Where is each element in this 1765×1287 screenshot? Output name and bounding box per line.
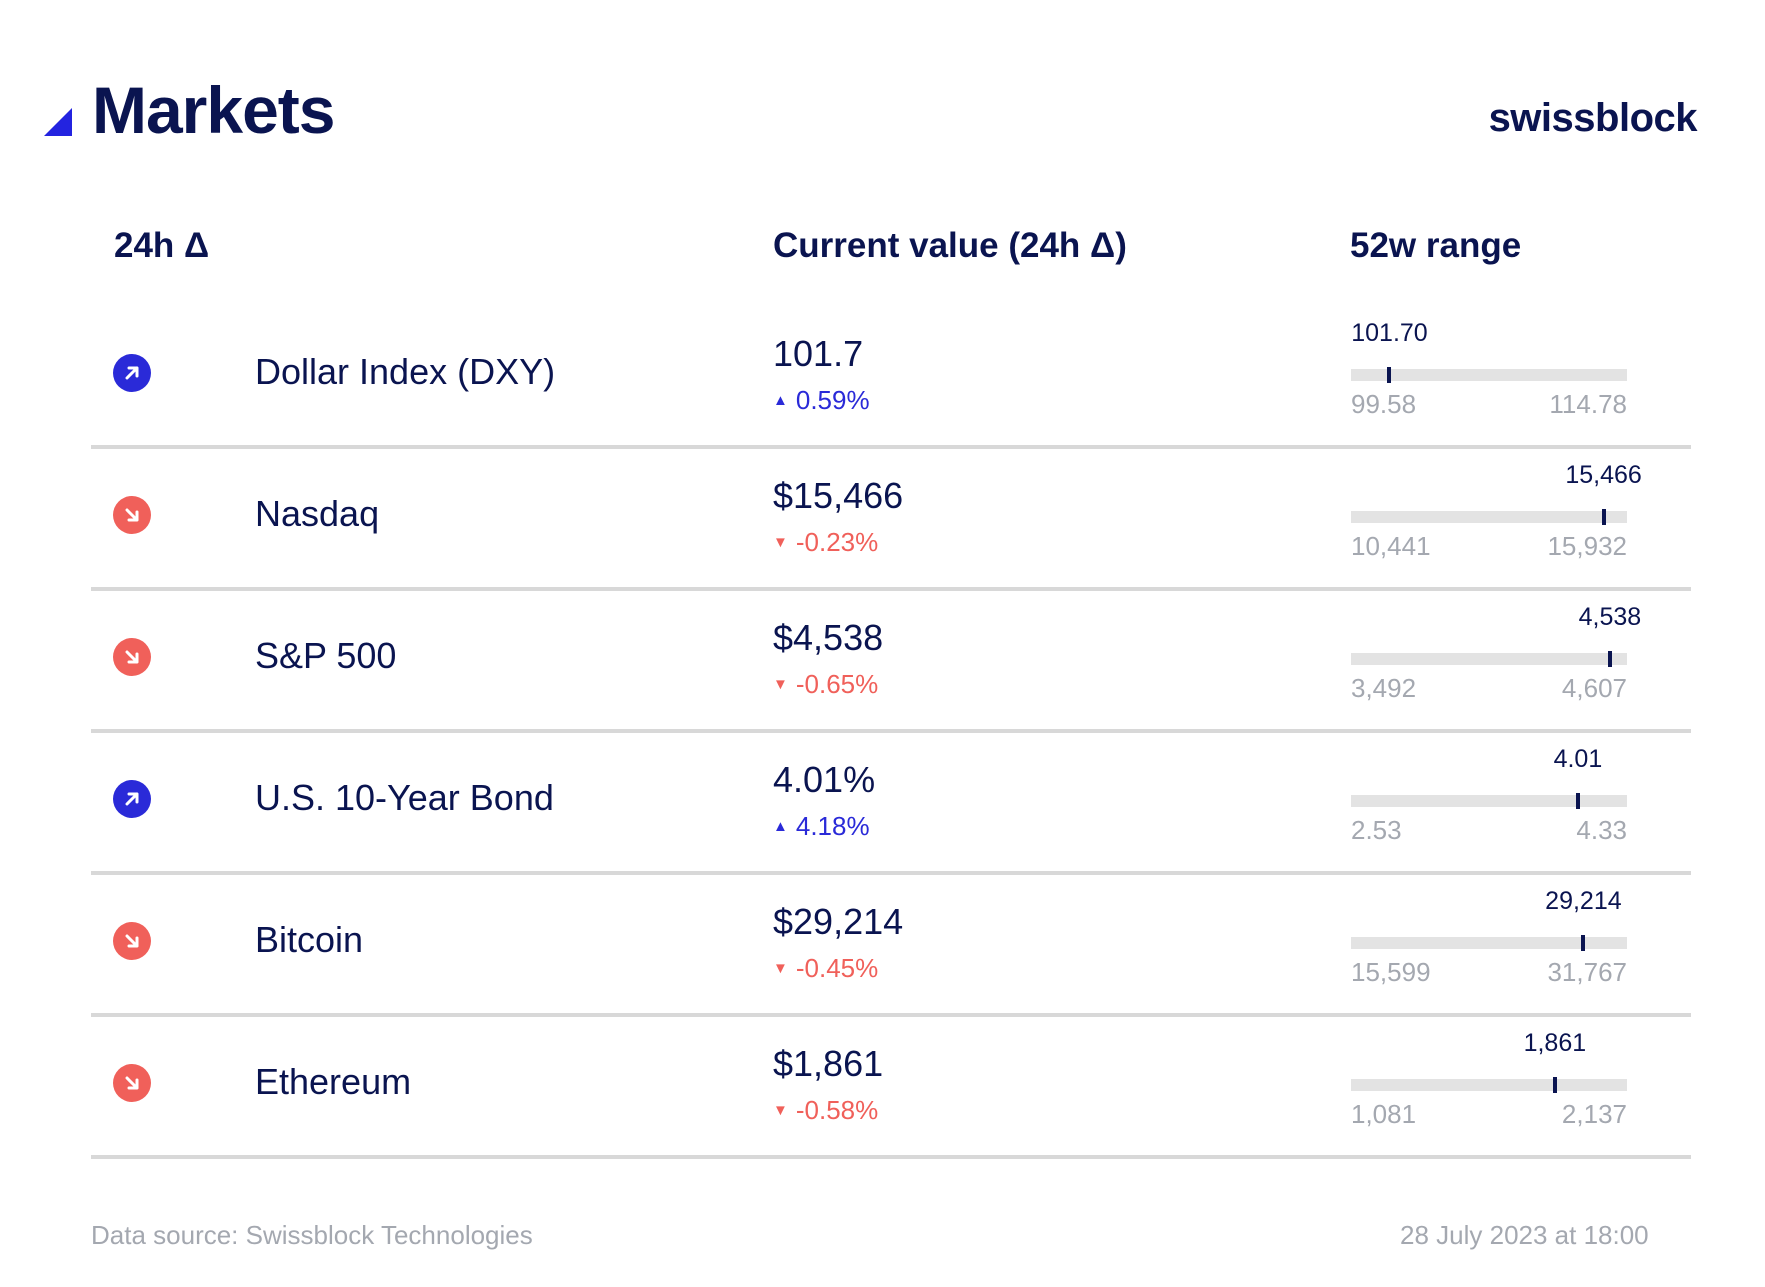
change-percent: ▼ -0.58% <box>773 1095 878 1126</box>
table-row: Ethereum $1,861 ▼ -0.58% 1,861 1,081 2,137 <box>91 1017 1691 1159</box>
range-marker <box>1552 1077 1557 1093</box>
column-header-value: Current value (24h Δ) <box>773 226 1127 265</box>
table-row: U.S. 10-Year Bond 4.01% ▲ 4.18% 4.01 2.53 4.33 <box>91 733 1691 875</box>
range-current-label: 15,466 <box>1565 461 1642 489</box>
table-row: Nasdaq $15,466 ▼ -0.23% 15,466 10,441 15,932 <box>91 449 1691 591</box>
current-value: 4.01% <box>773 759 876 800</box>
column-header-range: 52w range <box>1350 226 1522 265</box>
range-52w: 29,214 15,599 31,767 <box>1351 875 1627 1009</box>
range-52w: 4,538 3,492 4,607 <box>1351 591 1641 725</box>
asset-name: U.S. 10-Year Bond <box>255 777 554 818</box>
arrow-down-right-icon <box>113 1064 151 1102</box>
range-current-label: 29,214 <box>1545 887 1622 915</box>
change-value: -0.23% <box>795 527 879 557</box>
asset-name: Nasdaq <box>255 493 380 534</box>
range-max-label: 15,932 <box>1547 531 1627 561</box>
arrow-down-right-icon <box>113 922 151 960</box>
column-header-delta: 24h Δ <box>114 226 210 265</box>
range-max-label: 4,607 <box>1561 673 1627 703</box>
triangle-up-icon: ▲ <box>773 392 788 409</box>
range-min-label: 99.58 <box>1351 389 1417 419</box>
asset-name: S&P 500 <box>255 635 397 676</box>
title-triangle-icon <box>44 108 72 136</box>
page-title: Markets <box>92 73 335 147</box>
table-row: Dollar Index (DXY) 101.7 ▲ 0.59% 101.70 99.58… <box>91 307 1691 449</box>
current-value: $1,861 <box>773 1043 884 1084</box>
range-current-label: 1,861 <box>1523 1029 1587 1057</box>
change-percent: ▼ -0.45% <box>773 953 878 984</box>
range-marker <box>1387 367 1392 383</box>
change-value: -0.58% <box>795 1095 879 1125</box>
range-marker <box>1575 793 1580 809</box>
range-min-label: 3,492 <box>1351 673 1417 703</box>
triangle-down-icon: ▼ <box>773 960 788 977</box>
range-track <box>1351 653 1627 665</box>
change-value: 4.18% <box>795 811 870 841</box>
range-current-label: 101.70 <box>1351 319 1428 347</box>
data-source: Data source: Swissblock Technologies <box>91 1220 533 1250</box>
range-track <box>1351 795 1627 807</box>
timestamp: 28 July 2023 at 18:00 <box>1400 1220 1649 1250</box>
range-current-label: 4.01 <box>1553 745 1603 773</box>
table-row: S&P 500 $4,538 ▼ -0.65% 4,538 3,492 4,607 <box>91 591 1691 733</box>
range-current-label: 4,538 <box>1578 603 1642 631</box>
range-track <box>1351 937 1627 949</box>
range-min-label: 10,441 <box>1351 531 1431 561</box>
asset-name: Bitcoin <box>255 919 364 960</box>
current-value: $29,214 <box>773 901 904 942</box>
change-value: -0.65% <box>795 669 879 699</box>
table-row: Bitcoin $29,214 ▼ -0.45% 29,214 15,599 31,767 <box>91 875 1691 1017</box>
arrow-down-right-icon <box>113 638 151 676</box>
range-marker <box>1581 935 1586 951</box>
change-percent: ▲ 0.59% <box>773 385 870 416</box>
range-min-label: 2.53 <box>1351 815 1402 845</box>
range-max-label: 4.33 <box>1576 815 1627 845</box>
range-52w: 4.01 2.53 4.33 <box>1351 733 1627 867</box>
asset-name: Dollar Index (DXY) <box>255 351 556 392</box>
triangle-up-icon: ▲ <box>773 818 788 835</box>
range-marker <box>1607 651 1612 667</box>
change-percent: ▼ -0.23% <box>773 527 878 558</box>
range-max-label: 31,767 <box>1547 957 1627 987</box>
current-value: $15,466 <box>773 475 904 516</box>
arrow-up-right-icon <box>113 354 151 392</box>
triangle-down-icon: ▼ <box>773 1102 788 1119</box>
brand-logo: swissblock <box>1488 96 1698 140</box>
range-52w: 1,861 1,081 2,137 <box>1351 1017 1627 1151</box>
range-track <box>1351 369 1627 381</box>
triangle-down-icon: ▼ <box>773 676 788 693</box>
range-52w: 101.70 99.58 114.78 <box>1351 307 1627 441</box>
range-max-label: 114.78 <box>1549 389 1627 419</box>
range-min-label: 1,081 <box>1351 1099 1417 1129</box>
arrow-up-right-icon <box>113 780 151 818</box>
range-52w: 15,466 10,441 15,932 <box>1351 449 1642 583</box>
range-track <box>1351 511 1627 523</box>
change-value: -0.45% <box>795 953 879 983</box>
triangle-down-icon: ▼ <box>773 534 788 551</box>
range-marker <box>1601 509 1606 525</box>
range-track <box>1351 1079 1627 1091</box>
markets-table: Dollar Index (DXY) 101.7 ▲ 0.59% 101.70 99.58… <box>91 307 1691 1159</box>
asset-name: Ethereum <box>255 1061 412 1102</box>
current-value: $4,538 <box>773 617 884 658</box>
arrow-down-right-icon <box>113 496 151 534</box>
range-min-label: 15,599 <box>1351 957 1431 987</box>
change-value: 0.59% <box>795 385 870 415</box>
range-max-label: 2,137 <box>1561 1099 1627 1129</box>
current-value: 101.7 <box>773 333 864 374</box>
change-percent: ▼ -0.65% <box>773 669 878 700</box>
change-percent: ▲ 4.18% <box>773 811 870 842</box>
